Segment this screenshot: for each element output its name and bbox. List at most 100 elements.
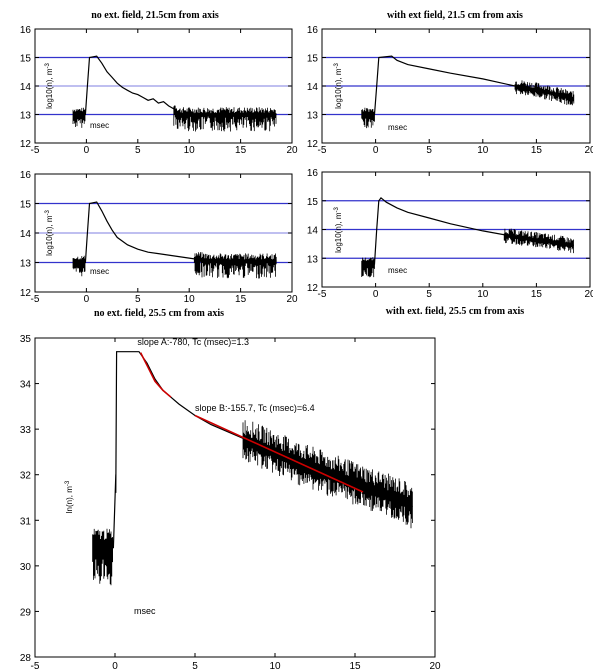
y-axis-label: log10(n), m-3 xyxy=(334,62,343,108)
x-unit-label: msec xyxy=(134,606,156,616)
x-tick-label: 10 xyxy=(477,145,489,156)
x-tick-label: 20 xyxy=(429,661,441,672)
x-tick-label: 10 xyxy=(477,289,489,300)
x-unit-label: msec xyxy=(388,266,407,275)
x-tick-label: 15 xyxy=(531,289,543,300)
y-tick-label: 12 xyxy=(20,139,32,150)
x-tick-labels: -5 0 5 10 15 20 xyxy=(318,289,593,300)
y-tick-labels: 12 13 14 15 16 xyxy=(307,25,319,150)
x-tick-label: 5 xyxy=(192,661,198,672)
panel-mid-left: -5 0 5 10 15 20 12 13 14 15 16 log10(n), m-3 msec… xyxy=(20,170,298,319)
x-unit-label: msec xyxy=(90,121,109,130)
y-tick-label: 14 xyxy=(307,82,319,93)
y-tick-label: 13 xyxy=(20,259,32,270)
x-tick-label: -5 xyxy=(31,661,40,672)
panel-mid-right: -5 0 5 10 15 20 12 13 14 15 16 log10(n), m-3 msec… xyxy=(307,168,593,317)
noise-band xyxy=(72,252,277,279)
data-series xyxy=(92,351,413,586)
x-tick-label: 20 xyxy=(286,294,298,305)
y-tick-label: 35 xyxy=(20,334,32,345)
y-tick-label: 12 xyxy=(307,139,319,150)
fit-line xyxy=(194,414,364,493)
noise-band xyxy=(361,80,575,129)
y-axis-label: ln(n), m-3 xyxy=(65,480,74,513)
x-tick-label: 0 xyxy=(112,661,118,672)
x-tick-label: 20 xyxy=(584,145,593,156)
data-series xyxy=(72,55,277,132)
x-unit-label: msec xyxy=(90,267,109,276)
fit-lines xyxy=(139,352,364,493)
x-tick-label: 10 xyxy=(184,145,196,156)
y-tick-labels: 28 29 30 31 32 33 34 35 xyxy=(20,334,32,664)
x-tick-labels: -5 0 5 10 15 20 xyxy=(31,145,298,156)
x-tick-label: 0 xyxy=(84,145,90,156)
tick-marks xyxy=(34,337,436,658)
y-tick-label: 15 xyxy=(20,54,32,65)
y-tick-label: 16 xyxy=(307,168,319,179)
tick-marks xyxy=(321,171,591,288)
annotations: slope A:-780, Tc (msec)=1.3 slope B:-155.… xyxy=(137,337,314,413)
chart-title: no ext. field, 21.5cm from axis xyxy=(91,10,219,21)
tick-marks xyxy=(34,28,293,144)
x-tick-label: 5 xyxy=(135,294,141,305)
x-tick-labels: -5 0 5 10 15 20 xyxy=(31,661,441,672)
x-tick-label: 15 xyxy=(235,294,247,305)
y-axis-label: log10(n), m-3 xyxy=(334,206,343,252)
y-tick-label: 13 xyxy=(20,111,32,122)
fit-line xyxy=(139,352,172,398)
x-tick-label: 0 xyxy=(84,294,90,305)
y-tick-label: 31 xyxy=(20,516,32,527)
y-tick-label: 12 xyxy=(20,288,32,299)
annotation-label: slope B:-155.7, Tc (msec)=6.4 xyxy=(195,403,315,413)
y-tick-label: 28 xyxy=(20,653,32,664)
x-tick-label: -5 xyxy=(31,294,40,305)
y-tick-label: 32 xyxy=(20,471,32,482)
y-tick-label: 15 xyxy=(20,200,32,211)
chart-title: with ext. field, 25.5 cm from axis xyxy=(386,306,525,317)
y-tick-label: 14 xyxy=(307,226,319,237)
x-unit-label: msec xyxy=(388,123,407,132)
y-tick-label: 33 xyxy=(20,425,32,436)
y-tick-label: 14 xyxy=(20,229,32,240)
x-tick-label: 0 xyxy=(373,145,379,156)
tick-marks xyxy=(321,28,591,144)
x-tick-label: 20 xyxy=(584,289,593,300)
y-tick-label: 16 xyxy=(20,25,32,36)
panel-bottom: -5 0 5 10 15 20 28 29 30 31 32 33 34 35 slope A:-780… xyxy=(20,334,441,672)
y-tick-labels: 12 13 14 15 16 xyxy=(20,170,32,299)
x-tick-labels: -5 0 5 10 15 20 xyxy=(31,294,298,305)
x-tick-label: 15 xyxy=(235,145,247,156)
reference-lines xyxy=(322,200,590,259)
x-tick-label: 5 xyxy=(426,145,432,156)
y-tick-labels: 12 13 14 15 16 xyxy=(20,25,32,150)
x-tick-label: 0 xyxy=(373,289,379,300)
x-tick-labels: -5 0 5 10 15 20 xyxy=(318,145,593,156)
chart-title: with ext field, 21.5 cm from axis xyxy=(387,10,523,21)
x-tick-label: 5 xyxy=(135,145,141,156)
tick-marks xyxy=(34,173,293,293)
x-tick-label: 10 xyxy=(184,294,196,305)
x-tick-label: -5 xyxy=(318,289,327,300)
y-tick-label: 14 xyxy=(20,82,32,93)
y-axis-label: log10(n), m-3 xyxy=(45,62,54,108)
noise-band xyxy=(361,228,574,278)
chart-title: no ext. field, 25.5 cm from axis xyxy=(94,308,224,319)
panel-top-left: no ext. field, 21.5cm from axis -5 0 5 10 15… xyxy=(20,10,298,156)
x-tick-label: 15 xyxy=(531,145,543,156)
data-series xyxy=(361,55,575,129)
data-series xyxy=(72,201,277,279)
x-tick-label: 5 xyxy=(426,289,432,300)
y-tick-label: 16 xyxy=(307,25,319,36)
y-tick-label: 12 xyxy=(307,283,319,294)
y-tick-label: 16 xyxy=(20,170,32,181)
y-tick-label: 30 xyxy=(20,562,32,573)
y-tick-label: 15 xyxy=(307,197,319,208)
y-tick-label: 13 xyxy=(307,254,319,265)
y-tick-label: 13 xyxy=(307,111,319,122)
y-tick-label: 29 xyxy=(20,607,32,618)
noise-band xyxy=(72,105,277,132)
x-tick-label: -5 xyxy=(31,145,40,156)
x-tick-label: 10 xyxy=(269,661,281,672)
annotation-label: slope A:-780, Tc (msec)=1.3 xyxy=(137,337,249,347)
